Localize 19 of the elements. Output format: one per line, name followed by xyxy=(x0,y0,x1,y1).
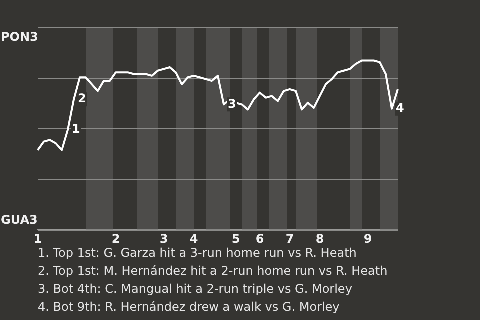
annotation: 3 xyxy=(228,96,236,111)
text: 2. Top 1st: M. Hernández hit a 2-run home run vs R. Heath xyxy=(38,263,388,280)
text: GUA3 xyxy=(1,212,38,227)
x-tick-label: 7 xyxy=(286,232,294,246)
x-tick-label: 8 xyxy=(316,232,324,246)
text: 1. Top 1st: G. Garza hit a 3-run home run vs R. Heath xyxy=(38,245,358,262)
x-tick-label: 9 xyxy=(364,232,372,246)
text: 4. Bot 9th: R. Hernández drew a walk vs G. Morley xyxy=(38,299,341,316)
x-tick-label: 2 xyxy=(112,232,120,246)
x-tick-label: 1 xyxy=(34,232,42,246)
annotation: 2 xyxy=(78,92,86,106)
annotation: 1 xyxy=(72,122,80,136)
x-tick-label: 6 xyxy=(256,232,264,246)
annotation: 4 xyxy=(396,101,404,116)
text: 3. Bot 4th: C. Mangual hit a 2-run triple vs G. Morley xyxy=(38,281,354,298)
text: PON3 xyxy=(1,30,38,44)
x-tick-label: 5 xyxy=(232,232,240,246)
x-tick-label: 3 xyxy=(160,232,168,246)
x-tick-label: 4 xyxy=(190,232,198,246)
